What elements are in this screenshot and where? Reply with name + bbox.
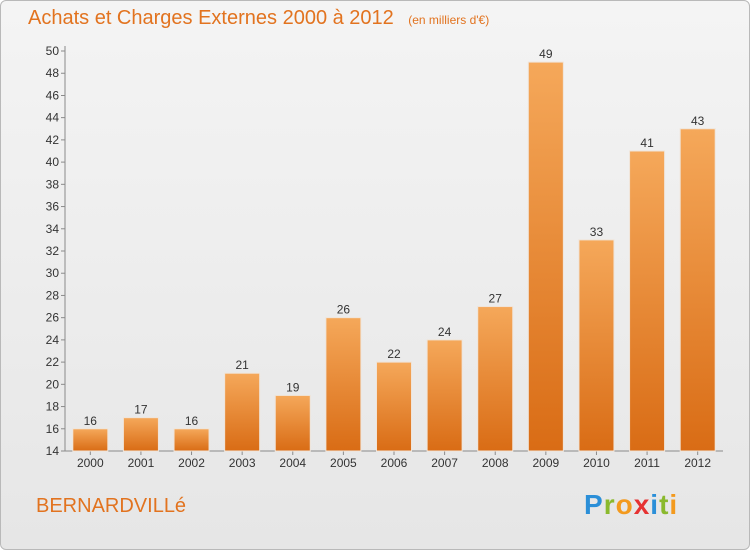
- data-label: 22: [387, 347, 401, 361]
- logo-letter: r: [603, 489, 616, 520]
- data-label: 27: [489, 292, 503, 306]
- y-tick-label: 16: [46, 422, 60, 436]
- y-tick-label: 40: [46, 155, 60, 169]
- commune-name: BERNARDVILLé: [36, 495, 187, 517]
- bar-2002: [173, 428, 210, 452]
- bar-2001: [122, 417, 159, 452]
- bars: [72, 61, 716, 452]
- proxiti-logo: Proxiti: [584, 489, 678, 521]
- data-label: 33: [590, 225, 604, 239]
- data-label: 24: [438, 325, 452, 339]
- y-tick-label: 24: [46, 333, 60, 347]
- data-label: 21: [235, 358, 249, 372]
- y-tick-label: 14: [46, 444, 60, 458]
- y-tick-label: 34: [46, 222, 60, 236]
- y-tick-label: 18: [46, 400, 60, 414]
- chart-title: Achats et Charges Externes 2000 à 2012: [28, 7, 394, 29]
- data-label: 19: [286, 380, 300, 394]
- x-tick-label: 2006: [381, 456, 408, 470]
- x-tick-label: 2008: [482, 456, 509, 470]
- bar-2012: [679, 128, 716, 452]
- bar-2003: [224, 372, 261, 452]
- data-label: 43: [691, 114, 705, 128]
- y-tick-label: 42: [46, 133, 60, 147]
- bar-2011: [629, 150, 666, 452]
- y-tick-label: 28: [46, 288, 60, 302]
- y-tick-label: 50: [46, 44, 60, 58]
- x-tick-label: 2003: [229, 456, 256, 470]
- logo-letter: x: [633, 489, 651, 520]
- y-tick-label: 26: [46, 311, 60, 325]
- x-tick-label: 2002: [178, 456, 205, 470]
- x-tick-label: 2012: [684, 456, 711, 470]
- y-tick-label: 46: [46, 88, 60, 102]
- x-tick-label: 2011: [634, 456, 660, 470]
- x-tick-label: 2004: [279, 456, 306, 470]
- data-label: 41: [640, 136, 654, 150]
- bar-2008: [477, 306, 514, 452]
- bar-2000: [72, 428, 109, 452]
- y-tick-label: 36: [46, 200, 60, 214]
- logo-letter: t: [659, 489, 670, 520]
- logo-letter: i: [650, 489, 660, 520]
- y-tick-label: 22: [46, 355, 60, 369]
- bar-2010: [578, 239, 615, 452]
- x-tick-label: 2005: [330, 456, 357, 470]
- y-tick-label: 48: [46, 66, 60, 80]
- y-tick-label: 44: [46, 111, 60, 125]
- data-label: 16: [185, 414, 199, 428]
- logo-letter: i: [669, 489, 679, 520]
- title-row: Achats et Charges Externes 2000 à 2012 (…: [28, 7, 489, 30]
- bar-2009: [527, 61, 564, 452]
- data-label: 26: [337, 303, 351, 317]
- data-label: 49: [539, 47, 553, 61]
- chart-unit: (en milliers d'€): [408, 13, 490, 27]
- y-tick-label: 30: [46, 266, 60, 280]
- logo-letter: P: [584, 489, 604, 520]
- bar-2006: [376, 361, 412, 452]
- data-label: 16: [84, 414, 98, 428]
- bar-2004: [274, 394, 311, 452]
- logo-letter: o: [615, 489, 634, 520]
- data-labels: 16 17 16 21 19 26 22 24 27 49 33 41 43: [84, 47, 705, 428]
- x-tick-label: 2009: [532, 456, 559, 470]
- y-tick-label: 20: [46, 377, 60, 391]
- bar-2005: [325, 317, 362, 452]
- bar-2007: [426, 339, 463, 452]
- x-tick-label: 2001: [128, 456, 155, 470]
- data-label: 17: [134, 403, 148, 417]
- x-tick-label: 2010: [583, 456, 610, 470]
- y-tick-label: 32: [46, 244, 60, 258]
- y-tick-label: 38: [46, 177, 60, 191]
- x-tick-label: 2000: [77, 456, 104, 470]
- x-tick-label: 2007: [431, 456, 458, 470]
